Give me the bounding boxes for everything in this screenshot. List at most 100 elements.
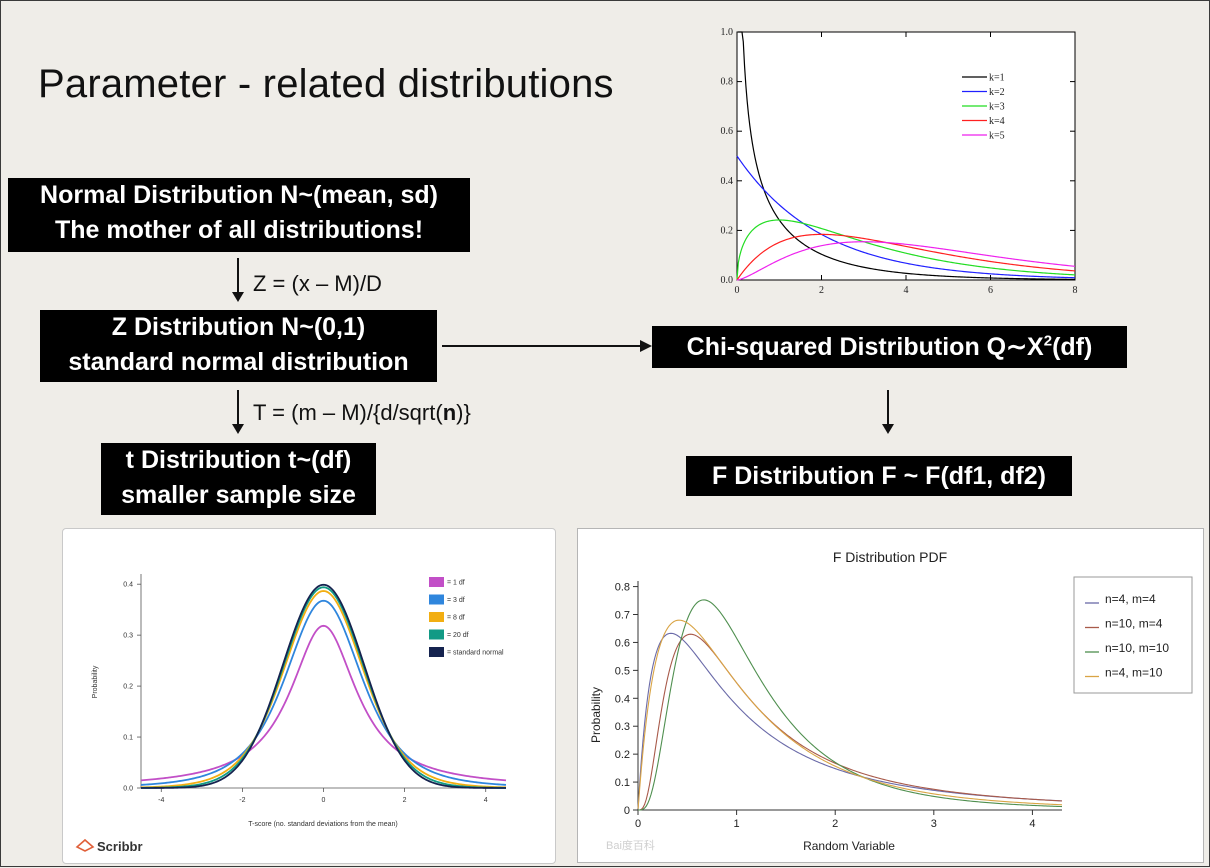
z-distribution-box: Z Distribution N~(0,1) standard normal d… [40,310,437,382]
chi-ytick-label: 0.6 [721,126,734,137]
f-legend-label: n=4, m=10 [1105,666,1163,680]
f-ytick-label: 0.2 [615,749,630,761]
f-series-line [637,632,1063,809]
f-distribution-chart: F Distribution PDF 0 1 2 3 4 0 0.1 0.2 0.3 0.4 0.5… [589,549,1193,853]
scribbr-logo: Scribbr [75,838,143,854]
chi-series-line [736,155,1076,279]
f-legend-box [1073,576,1193,694]
t-series-line [140,586,507,789]
t-legend-swatch [429,647,444,657]
t-ylabel: Probability [92,665,99,698]
t-xtick-label: 4 [484,797,488,804]
f-xtick-label: 0 [635,818,641,830]
chi-xtick-label: 6 [988,285,993,296]
normal-distribution-box: Normal Distribution N~(mean, sd) The mot… [8,178,470,252]
arrow-normal-to-z [232,258,244,302]
chi-xtick-label: 8 [1073,285,1078,296]
normal-box-line2: The mother of all distributions! [54,216,424,244]
chi-xtick-label: 0 [735,285,740,296]
t-xtick-label: 0 [322,797,326,804]
arrow-chi-to-f [882,390,894,434]
t-ytick-label: 0.0 [123,786,133,793]
t-xtick-label: -4 [158,797,164,804]
f-ytick-label: 0.4 [615,693,630,705]
chi-ytick-label: 0.0 [721,275,734,286]
chi-xtick-label: 2 [819,285,824,296]
chi-label-sup: 2 [1043,332,1053,350]
t-ytick-label: 0.4 [123,582,133,589]
chi-label-post: (df) [1052,333,1093,361]
t-series-line [140,599,507,786]
f-xtick-label: 3 [931,818,937,830]
f-xlabel: Random Variable [803,839,895,853]
scribbr-brand: Scribbr [97,839,143,854]
normal-box-line1: Normal Distribution N~(mean, sd) [40,181,438,209]
t-legend-label: = 3 df [447,597,465,604]
z-formula: Z = (x – M)/D [253,271,382,296]
f-distribution-box: F Distribution F ~ F(df1, df2) [686,456,1072,496]
t-ytick-label: 0.2 [123,684,133,691]
t-series-line [140,624,507,782]
f-legend-label: n=10, m=4 [1105,617,1163,631]
f-ytick-label: 0.5 [615,665,630,677]
chi-series-line [736,219,1076,281]
t-legend-swatch [429,577,444,587]
t-distribution-chart: -4 -2 0 2 4 0.0 0.1 0.2 0.3 0.4 = 1 df = 3 df = 8 d… [75,574,507,854]
chi-legend-label: k=5 [989,131,1005,142]
t-legend-swatch [429,629,444,640]
t-ytick-label: 0.3 [123,633,133,640]
f-ytick-label: 0.1 [615,777,630,789]
t-xlabel: T-score (no. standard deviations from th… [248,821,397,828]
t-box-line1: t Distribution t~(df) [125,446,352,474]
t-legend-label: = 1 df [447,580,465,587]
z-box-line1: Z Distribution N~(0,1) [111,313,366,341]
f-ytick-label: 0.7 [615,610,630,622]
z-box-line2: standard normal distribution [68,348,409,376]
t-formula: T = (m – M)/{d/sqrt(n)} [253,400,471,426]
t-formula-post: )} [456,400,471,425]
f-series-line [638,599,1063,811]
t-legend-label: = standard normal [447,650,504,657]
chi-series-line [736,233,1076,281]
f-series-line [638,633,1063,811]
t-formula-pre: T = (m – M)/{d/sqrt( [253,400,443,425]
chi-ytick-label: 0.8 [721,77,734,88]
f-ylabel: Probability [589,687,603,743]
t-xtick-label: -2 [239,797,245,804]
chi-label-pre: Chi-squared Distribution Q∼X [686,333,1044,361]
f-xtick-label: 4 [1029,818,1035,830]
f-xtick-label: 2 [832,818,838,830]
page-title: Parameter - related distributions [38,62,614,106]
chi-ytick-label: 0.2 [721,225,734,236]
t-formula-bold: n [442,400,457,425]
t-legend-swatch [429,612,444,622]
arrow-z-to-t [232,390,244,434]
f-ytick-label: 0 [624,805,630,817]
f-ytick-label: 0.8 [615,582,630,594]
f-distribution-panel: F Distribution PDF 0 1 2 3 4 0 0.1 0.2 0.3 0.4 0.5… [577,528,1204,863]
chi-plot-area [736,31,1076,281]
t-series-line [141,583,506,789]
f-ytick-label: 0.3 [615,721,630,733]
chi-series-line [736,241,1076,281]
chi-squared-chart: 0 2 4 6 8 0.0 0.2 0.4 0.6 0.8 1.0 k=1 k=2 k=3 k=4 k=5 [721,27,1078,296]
scribbr-logo-icon [75,838,95,852]
f-ytick-label: 0.6 [615,637,630,649]
f-chart-title: F Distribution PDF [833,549,947,565]
arrow-z-to-chi [442,340,652,352]
t-box-line2: smaller sample size [121,481,356,509]
f-legend-label: n=10, m=10 [1105,641,1169,655]
chi-legend-label: k=3 [989,102,1005,113]
t-legend-label: = 20 df [447,632,469,639]
f-series-line [637,619,1063,809]
chi-ytick-label: 1.0 [721,27,734,38]
chi-legend-label: k=1 [989,73,1005,84]
t-distribution-box: t Distribution t~(df) smaller sample siz… [101,443,376,515]
t-series-line [140,590,507,789]
chi-xtick-label: 4 [904,285,909,296]
t-legend-label: = 8 df [447,615,465,622]
t-ytick-label: 0.1 [123,735,133,742]
chi-squared-box: Chi-squared Distribution Q∼X2(df) [652,326,1127,368]
t-xtick-label: 2 [403,797,407,804]
chi-legend-label: k=4 [989,116,1005,127]
